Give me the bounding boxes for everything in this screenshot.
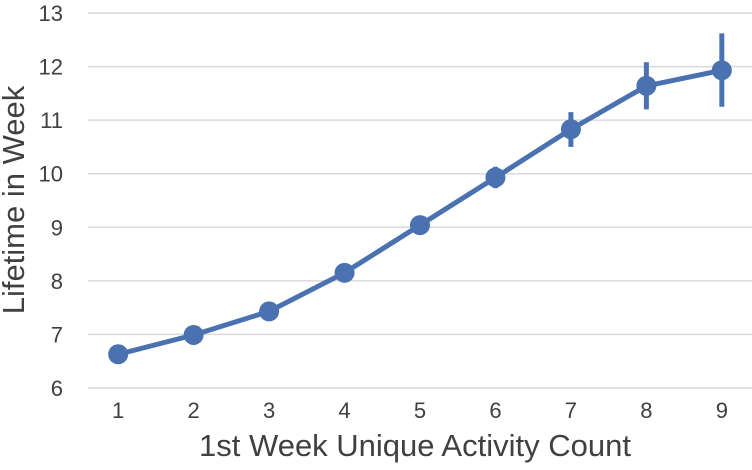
y-tick-label-6: 6: [51, 376, 63, 401]
data-point-8: [636, 75, 657, 96]
y-tick-label-7: 7: [51, 322, 63, 347]
data-point-6: [485, 167, 506, 188]
y-axis-title: Lifetime in Week: [0, 85, 31, 314]
series-line-0: [115, 67, 725, 357]
y-tick-label-13: 13: [39, 1, 63, 26]
x-tick-label-9: 9: [716, 398, 728, 423]
x-tick-label-4: 4: [338, 398, 350, 423]
x-tick-label-5: 5: [414, 398, 426, 423]
data-point-7: [560, 119, 581, 140]
data-point-2: [183, 324, 204, 345]
data-point-4: [334, 262, 355, 283]
x-tick-label-3: 3: [263, 398, 275, 423]
y-tick-label-12: 12: [39, 55, 63, 80]
x-tick-label-8: 8: [640, 398, 652, 423]
data-point-5: [410, 215, 430, 236]
x-tick-labels: 1 2 3 4 5 6 7 8 9: [112, 398, 728, 423]
y-tick-label-9: 9: [51, 215, 63, 240]
x-axis-title: 1st Week Unique Activity Count: [199, 428, 631, 463]
data-point-3: [259, 301, 280, 322]
x-tick-label-2: 2: [188, 398, 200, 423]
series: [108, 33, 732, 365]
data-point-1: [108, 344, 129, 365]
y-tick-label-10: 10: [39, 162, 63, 187]
y-tick-label-8: 8: [51, 269, 63, 294]
data-point-9: [711, 60, 732, 81]
x-tick-label-1: 1: [112, 398, 124, 423]
y-tick-label-11: 11: [40, 108, 63, 133]
x-tick-label-6: 6: [489, 398, 501, 423]
x-tick-label-7: 7: [565, 398, 577, 423]
y-tick-labels: 6 7 8 9 10 11 12 13: [39, 1, 63, 401]
